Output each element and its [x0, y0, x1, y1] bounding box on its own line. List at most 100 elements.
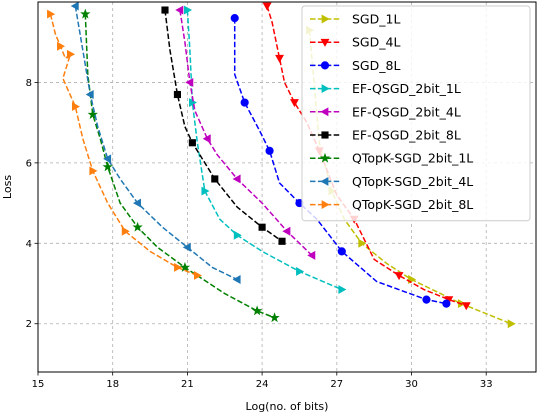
series-EF-QSGD_2bit_1L [184, 5, 347, 295]
data-point-marker [319, 152, 331, 163]
data-point-marker [193, 271, 202, 280]
data-point-marker [278, 237, 286, 245]
x-tick-label: 30 [405, 379, 418, 390]
data-point-marker [103, 154, 112, 164]
data-point-marker [296, 267, 305, 276]
data-point-marker [232, 174, 241, 184]
data-point-marker [211, 175, 219, 183]
data-point-marker [132, 221, 143, 232]
data-point-marker [179, 261, 191, 272]
series-line [84, 14, 275, 319]
data-point-marker [307, 250, 316, 260]
x-tick-label: 18 [106, 379, 119, 390]
data-point-marker [57, 41, 66, 51]
legend-item: SGD_1L [310, 12, 400, 27]
data-point-marker [320, 38, 330, 47]
legend-label: SGD_4L [352, 35, 400, 50]
data-point-marker [262, 2, 272, 11]
data-point-marker [102, 161, 113, 172]
data-point-marker [173, 90, 182, 99]
x-tick-label: 21 [181, 379, 194, 390]
legend-item: SGD_8L [310, 58, 400, 73]
data-point-marker [87, 109, 98, 120]
data-point-marker [338, 285, 347, 295]
series-line [179, 9, 313, 256]
data-point-marker [251, 305, 263, 316]
data-point-marker [174, 262, 183, 272]
legend-label: EF-QSGD_2bit_1L [352, 81, 461, 96]
legend-label: EF-QSGD_2bit_4L [352, 104, 461, 119]
series-QTopK-SGD_2bit_1L [80, 8, 280, 323]
series-line [186, 9, 343, 291]
data-point-marker [80, 8, 91, 19]
legend-label: SGD_8L [352, 58, 400, 73]
data-point-marker [70, 1, 79, 11]
data-point-marker [321, 131, 329, 139]
y-axis-label: Loss [1, 175, 14, 199]
data-point-marker [71, 102, 80, 112]
series-QTopK-SGD_2bit_4L [70, 1, 241, 284]
series-line [74, 5, 238, 281]
data-point-marker [230, 13, 239, 23]
legend: SGD_1L SGD_4L SGD_8L EF-QSGD_2bit_1L EF-QSGD… [301, 5, 531, 222]
data-point-marker [185, 77, 194, 87]
data-point-marker [461, 302, 471, 311]
plot-frame [37, 1, 537, 373]
data-point-marker [89, 166, 98, 176]
data-point-marker [201, 186, 210, 196]
series-line [233, 18, 447, 305]
data-point-marker [282, 226, 291, 236]
data-point-marker [442, 299, 451, 308]
legend-label: QTopK-SGD_2bit_8L [352, 197, 473, 212]
legend-item: SGD_4L [310, 35, 400, 50]
data-point-marker [422, 295, 431, 304]
legend-label: QTopK-SGD_2bit_4L [352, 174, 473, 189]
legend-item: QTopK-SGD_2bit_1L [310, 151, 473, 166]
data-point-marker [184, 5, 193, 15]
data-point-marker [232, 275, 241, 284]
data-point-marker [320, 61, 330, 70]
legend-item: EF-QSGD_2bit_8L [310, 128, 461, 143]
series-SGD_8L [230, 13, 451, 308]
x-tick-label: 27 [330, 379, 343, 390]
legend-label: EF-QSGD_2bit_8L [352, 128, 461, 143]
series-EF-QSGD_2bit_8L [161, 6, 286, 245]
data-point-marker [132, 198, 141, 208]
data-point-marker [269, 312, 280, 323]
series-QTopK-SGD_2bit_8L [47, 9, 202, 280]
data-point-marker [394, 272, 404, 281]
y-tick-label: 2 [26, 319, 32, 330]
data-point-marker [337, 247, 346, 256]
data-point-marker [265, 146, 274, 155]
y-tick-label: 4 [26, 239, 32, 250]
legend-item: EF-QSGD_2bit_4L [310, 104, 461, 119]
x-tick-label: 24 [256, 379, 269, 390]
data-point-marker [321, 84, 330, 94]
x-axis-label: Log(no. of bits) [246, 400, 329, 413]
series-line [164, 9, 283, 242]
data-point-marker [320, 107, 329, 117]
data-point-marker [66, 49, 75, 59]
legend-item: QTopK-SGD_2bit_8L [310, 197, 473, 212]
data-point-marker [121, 226, 130, 236]
data-point-marker [240, 98, 249, 107]
y-tick-label: 8 [26, 78, 32, 89]
data-point-marker [188, 139, 196, 147]
legend-label: QTopK-SGD_2bit_1L [352, 151, 473, 166]
x-tick-label: 33 [480, 379, 493, 390]
data-point-marker [85, 90, 94, 99]
x-tick-label: 15 [32, 379, 45, 390]
legend-box [301, 5, 531, 222]
data-point-marker [258, 223, 266, 231]
legend-label: SGD_1L [352, 12, 400, 27]
data-point-marker [161, 6, 169, 14]
legend-item: QTopK-SGD_2bit_4L [310, 174, 473, 189]
series-EF-QSGD_2bit_4L [175, 5, 316, 260]
data-point-marker [507, 319, 516, 329]
legend-item: EF-QSGD_2bit_1L [310, 81, 461, 96]
data-point-marker [290, 99, 299, 108]
data-point-marker [182, 242, 191, 252]
data-point-marker [321, 14, 330, 24]
